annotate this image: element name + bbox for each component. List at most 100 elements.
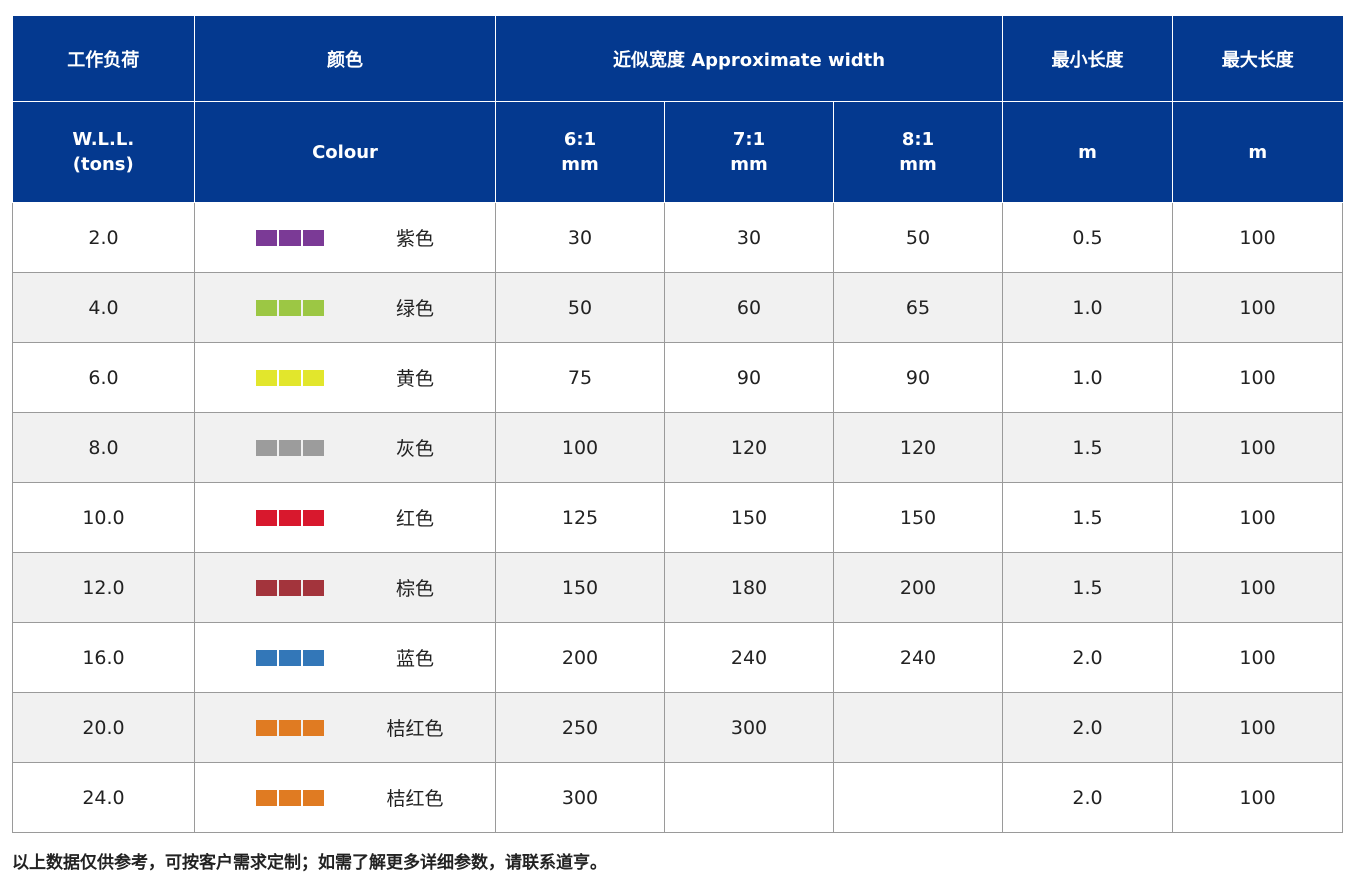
- cell-width-8-1: 90: [832, 342, 1004, 413]
- cell-width-8-1: 120: [832, 412, 1004, 483]
- colour-swatch-block: [256, 440, 278, 456]
- cell-min-length: 2.0: [1002, 622, 1174, 693]
- cell-colour: 桔红色: [194, 692, 496, 763]
- header-row-en: W.L.L. (tons) Colour 6:1 mm 7:1 mm 8:1 m…: [12, 101, 1343, 203]
- cell-max-length: 100: [1172, 202, 1344, 273]
- cell-width-8-1: [832, 692, 1004, 763]
- cell-max-length: 100: [1172, 552, 1344, 623]
- cell-colour: 棕色: [194, 552, 496, 623]
- header-min-length-cn: 最小长度: [1002, 16, 1174, 102]
- table-row: 8.0 灰色 100 120 120 1.5 100: [12, 412, 1344, 483]
- table-row: 10.0 红色 125 150 150 1.5 100: [12, 482, 1344, 553]
- colour-swatch-block: [279, 720, 301, 736]
- colour-name: 桔红色: [386, 788, 444, 810]
- header-width-8-1-ratio: 8:1: [901, 129, 935, 150]
- cell-colour: 蓝色: [194, 622, 496, 693]
- colour-swatch: [256, 790, 324, 806]
- header-wll: W.L.L. (tons): [12, 101, 195, 203]
- cell-width-7-1: 240: [664, 622, 834, 693]
- cell-width-6-1: 100: [495, 412, 665, 483]
- cell-colour: 红色: [194, 482, 496, 553]
- table-body: 2.0 紫色 30 30 50 0.5 100 4.0 绿色 50 60 65 1.0 100 6.0 黄色 7…: [12, 202, 1344, 833]
- cell-wll: 10.0: [12, 482, 195, 553]
- colour-swatch-block: [302, 790, 324, 806]
- cell-min-length: 2.0: [1002, 762, 1174, 833]
- cell-width-6-1: 250: [495, 692, 665, 763]
- table-row: 6.0 黄色 75 90 90 1.0 100: [12, 342, 1344, 413]
- colour-swatch: [256, 720, 324, 736]
- cell-width-7-1: [664, 762, 834, 833]
- colour-name: 绿色: [395, 298, 434, 320]
- colour-swatch-block: [256, 510, 278, 526]
- cell-wll: 2.0: [12, 202, 195, 273]
- colour-swatch-block: [279, 230, 301, 246]
- spec-table: 工作负荷 颜色 近似宽度 Approximate width 最小长度 最大长度…: [12, 16, 1344, 833]
- header-colour: Colour: [194, 101, 496, 203]
- cell-wll: 16.0: [12, 622, 195, 693]
- colour-swatch: [256, 300, 324, 316]
- colour-name: 蓝色: [395, 648, 434, 670]
- cell-colour: 黄色: [194, 342, 496, 413]
- cell-min-length: 2.0: [1002, 692, 1174, 763]
- cell-colour: 灰色: [194, 412, 496, 483]
- colour-swatch: [256, 440, 324, 456]
- cell-width-7-1: 90: [664, 342, 834, 413]
- colour-swatch-block: [256, 300, 278, 316]
- cell-max-length: 100: [1172, 692, 1344, 763]
- colour-name: 红色: [395, 508, 434, 530]
- header-approximate-width: 近似宽度 Approximate width: [494, 16, 1004, 102]
- colour-name: 紫色: [395, 228, 434, 250]
- colour-swatch: [256, 370, 324, 386]
- colour-name: 棕色: [395, 578, 434, 600]
- colour-swatch-block: [256, 230, 278, 246]
- header-width-7-1: 7:1 mm: [664, 101, 834, 203]
- cell-width-7-1: 120: [664, 412, 834, 483]
- cell-min-length: 1.5: [1002, 412, 1174, 483]
- header-min-length-unit: m: [1002, 101, 1174, 203]
- cell-width-7-1: 60: [664, 272, 834, 343]
- colour-swatch-block: [279, 370, 301, 386]
- cell-width-7-1: 300: [664, 692, 834, 763]
- cell-width-8-1: 200: [832, 552, 1004, 623]
- table-row: 16.0 蓝色 200 240 240 2.0 100: [12, 622, 1344, 693]
- colour-swatch-block: [302, 230, 324, 246]
- header-width-7-1-ratio: 7:1: [732, 129, 766, 150]
- cell-min-length: 1.5: [1002, 552, 1174, 623]
- header-max-length-unit: m: [1172, 101, 1343, 203]
- colour-swatch: [256, 650, 324, 666]
- cell-width-8-1: [832, 762, 1004, 833]
- cell-max-length: 100: [1172, 272, 1344, 343]
- cell-width-7-1: 180: [664, 552, 834, 623]
- header-width-6-1-unit: mm: [561, 154, 599, 175]
- cell-width-6-1: 150: [495, 552, 665, 623]
- footnote: 以上数据仅供参考，可按客户需求定制；如需了解更多详细参数，请联系道亨。: [12, 853, 607, 873]
- colour-swatch-block: [302, 720, 324, 736]
- cell-max-length: 100: [1172, 342, 1344, 413]
- cell-max-length: 100: [1172, 482, 1344, 553]
- colour-swatch-block: [279, 650, 301, 666]
- header-wll-label: W.L.L.: [72, 129, 135, 150]
- header-row-cn: 工作负荷 颜色 近似宽度 Approximate width 最小长度 最大长度: [12, 16, 1343, 102]
- cell-colour: 桔红色: [194, 762, 496, 833]
- colour-swatch-block: [302, 580, 324, 596]
- cell-width-6-1: 125: [495, 482, 665, 553]
- cell-width-8-1: 65: [832, 272, 1004, 343]
- colour-name: 黄色: [395, 368, 434, 390]
- header-wll-cn: 工作负荷: [12, 16, 195, 102]
- cell-wll: 8.0: [12, 412, 195, 483]
- cell-wll: 4.0: [12, 272, 195, 343]
- cell-width-6-1: 75: [495, 342, 665, 413]
- cell-colour: 绿色: [194, 272, 496, 343]
- header-width-6-1: 6:1 mm: [495, 101, 665, 203]
- cell-max-length: 100: [1172, 412, 1344, 483]
- table-header: 工作负荷 颜色 近似宽度 Approximate width 最小长度 最大长度…: [12, 16, 1343, 203]
- cell-max-length: 100: [1172, 622, 1344, 693]
- colour-swatch-block: [256, 790, 278, 806]
- cell-wll: 12.0: [12, 552, 195, 623]
- colour-swatch-block: [279, 440, 301, 456]
- colour-swatch-block: [279, 510, 301, 526]
- header-wll-unit: (tons): [72, 154, 134, 175]
- header-width-8-1: 8:1 mm: [832, 101, 1004, 203]
- header-colour-cn: 颜色: [194, 16, 496, 102]
- cell-width-8-1: 150: [832, 482, 1004, 553]
